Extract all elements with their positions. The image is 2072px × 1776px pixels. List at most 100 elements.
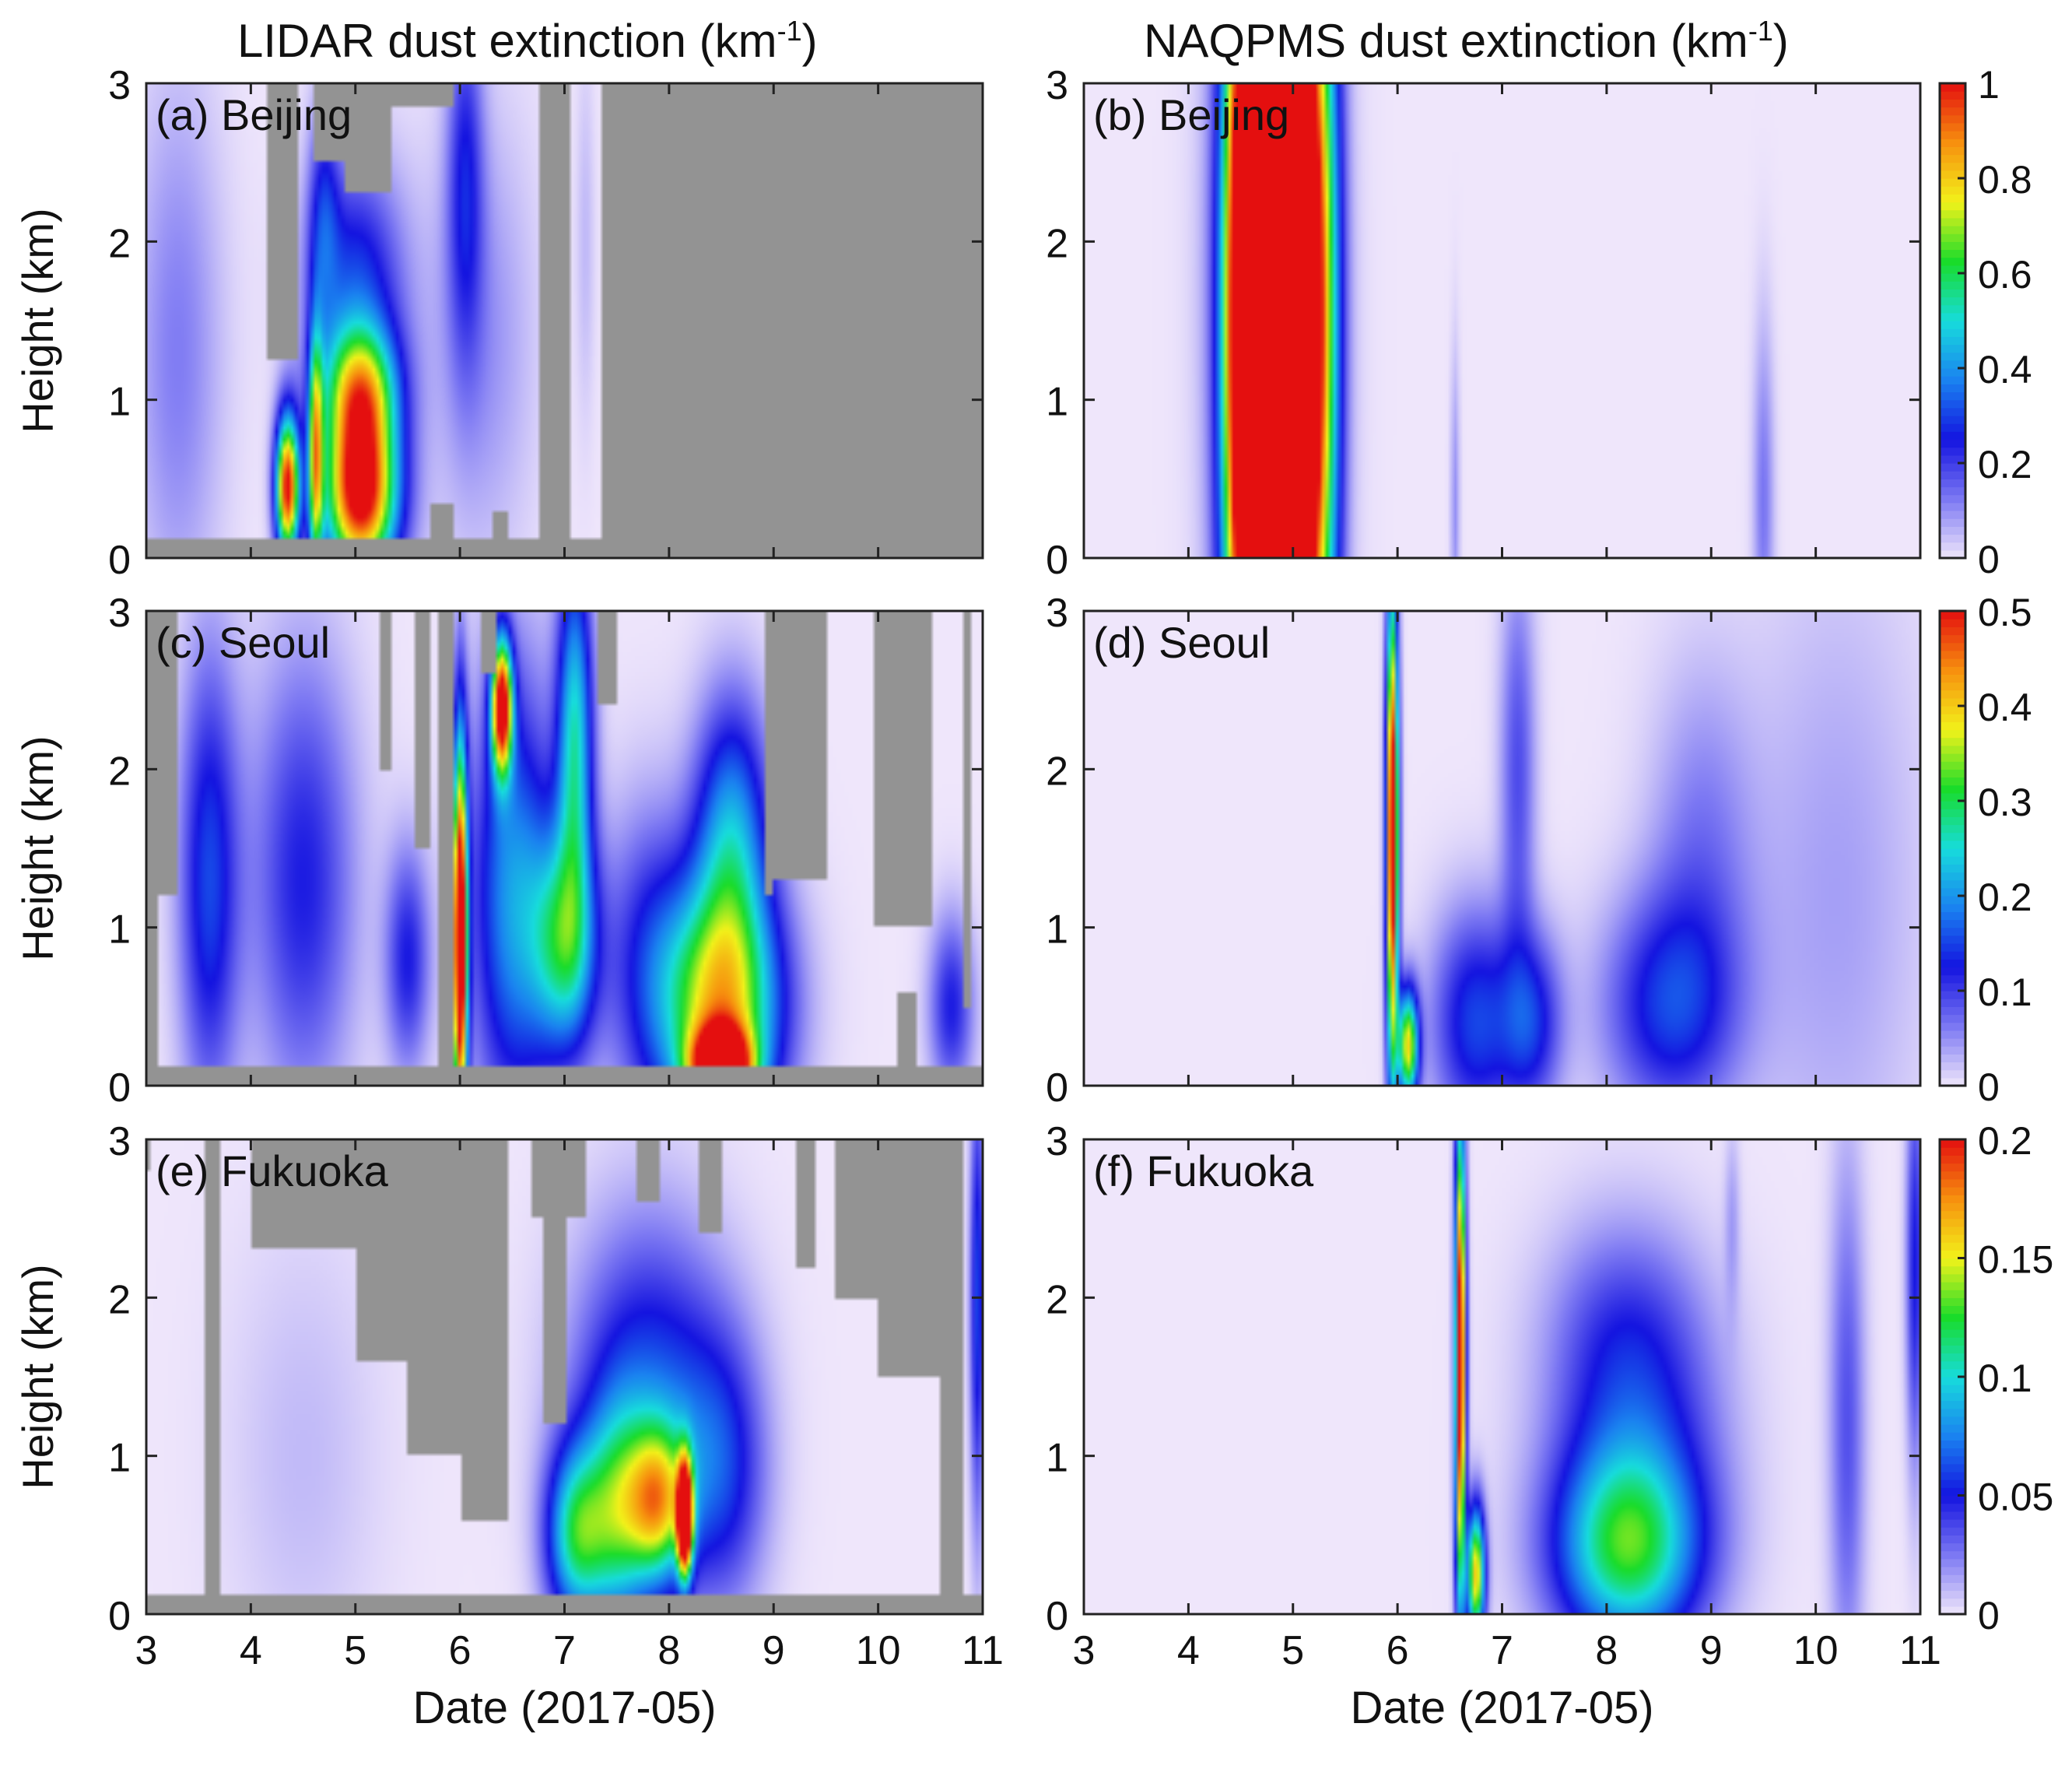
colorbar-segment-b — [1940, 217, 1965, 226]
colorbar-segment-d — [1940, 824, 1965, 834]
colorbar-segment-f — [1940, 1590, 1965, 1599]
colorbar-tick-label-d-4: 0.4 — [1978, 686, 2032, 729]
colorbar-tick-label-b-5: 1 — [1978, 63, 2000, 107]
colorbar-segment-d — [1940, 864, 1965, 873]
colorbar-segment-f — [1940, 1440, 1965, 1449]
colorbar-segment-f — [1940, 1463, 1965, 1472]
colorbar-segment-b — [1940, 336, 1965, 346]
colorbar-segment-f — [1940, 1195, 1965, 1203]
colorbar-tick-label-d-2: 0.2 — [1978, 876, 2032, 919]
colorbar-segment-d — [1940, 737, 1965, 746]
colorbar-segment-b — [1940, 241, 1965, 251]
colorbar-segment-f — [1940, 1345, 1965, 1354]
colorbar-segment-b — [1940, 146, 1965, 156]
colorbar-segment-d — [1940, 1006, 1965, 1016]
y-tick-label-b-0: 0 — [1046, 538, 1068, 583]
colorbar-segment-d — [1940, 1030, 1965, 1039]
y-axis-label-e: Height (km) — [13, 1264, 62, 1489]
colorbar-segment-b — [1940, 502, 1965, 511]
colorbar-segment-f — [1940, 1321, 1965, 1330]
colorbar-segment-b — [1940, 455, 1965, 464]
x-tick-label-e-7: 7 — [553, 1628, 576, 1673]
x-tick-label-f-9: 9 — [1700, 1628, 1723, 1673]
colorbar-segment-d — [1940, 816, 1965, 826]
colorbar-segment-f — [1940, 1479, 1965, 1488]
colorbar-segment-d — [1940, 674, 1965, 683]
colorbar-segment-f — [1940, 1297, 1965, 1307]
colorbar-segment-b — [1940, 289, 1965, 298]
colorbar-tick-label-f-3: 0.15 — [1978, 1238, 2053, 1282]
colorbar-segment-b — [1940, 549, 1965, 559]
colorbar-segment-b — [1940, 321, 1965, 329]
colorbar-segment-d — [1940, 1062, 1965, 1071]
x-tick-label-f-11: 11 — [1899, 1628, 1941, 1673]
lidar-column-title: LIDAR dust extinction (km-1) — [237, 14, 818, 68]
colorbar-segment-b — [1940, 376, 1965, 384]
colorbar-segment-f — [1940, 1574, 1965, 1583]
colorbar-segment-f — [1940, 1210, 1965, 1220]
colorbar-segment-d — [1940, 666, 1965, 675]
colorbar-segment-b — [1940, 122, 1965, 132]
colorbar-segment-f — [1940, 1202, 1965, 1212]
colorbar-segment-f — [1940, 1519, 1965, 1528]
colorbar-segment-f — [1940, 1527, 1965, 1536]
colorbar-segment-f — [1940, 1178, 1965, 1188]
colorbar-segment-b — [1940, 431, 1965, 440]
colorbar-tick-label-d-0: 0 — [1978, 1065, 2000, 1109]
x-tick-label-e-11: 11 — [962, 1628, 1004, 1673]
colorbar-segment-b — [1940, 131, 1965, 139]
heatmap-b — [1084, 83, 1920, 558]
colorbar-segment-d — [1940, 619, 1965, 627]
colorbar-segment-b — [1940, 384, 1965, 393]
colorbar-segment-f — [1940, 1242, 1965, 1251]
colorbar-segment-f — [1940, 1392, 1965, 1402]
colorbar-segment-b — [1940, 518, 1965, 527]
panel-c: (c) Seoul 0 1 2 3 Height (km) — [13, 591, 984, 1111]
colorbar-tick-label-f-4: 0.2 — [1978, 1119, 2032, 1163]
colorbar-segment-b — [1940, 304, 1965, 314]
colorbar-segment-b — [1940, 257, 1965, 266]
colorbar-segment-d — [1940, 650, 1965, 659]
y-tick-label-f-3: 3 — [1046, 1119, 1068, 1164]
colorbar-segment-d — [1940, 697, 1965, 707]
colorbar-segment-f — [1940, 1511, 1965, 1520]
naqpms-column-title-text: NAQPMS dust extinction (km — [1144, 15, 1748, 67]
colorbar-segment-d — [1940, 706, 1965, 714]
colorbar-segment-d — [1940, 967, 1965, 976]
colorbar-segment-d — [1940, 848, 1965, 857]
colorbar-segment-d — [1940, 1054, 1965, 1063]
colorbar-segment-b — [1940, 107, 1965, 116]
y-tick-label-a-3: 3 — [108, 63, 131, 108]
colorbar-segment-d — [1940, 1077, 1965, 1086]
colorbar-segment-f — [1940, 1187, 1965, 1195]
colorbar-segment-f — [1940, 1550, 1965, 1560]
y-tick-label-b-3: 3 — [1046, 63, 1068, 108]
colorbar-segment-d — [1940, 904, 1965, 912]
lidar-column-title-close: ) — [801, 15, 818, 67]
colorbar-segment-b — [1940, 178, 1965, 187]
colorbar-segment-d — [1940, 840, 1965, 849]
heatmap-a — [146, 83, 983, 558]
colorbar-frame-d — [1938, 609, 1967, 1087]
colorbar-segment-d — [1940, 872, 1965, 881]
colorbar-segment-f — [1940, 1290, 1965, 1298]
x-tick-label-e-8: 8 — [657, 1628, 680, 1673]
colorbar-segment-b — [1940, 209, 1965, 219]
x-tick-label-e-4: 4 — [240, 1628, 262, 1673]
colorbar-segment-b — [1940, 534, 1965, 543]
y-tick-label-f-2: 2 — [1046, 1277, 1068, 1322]
y-tick-label-b-1: 1 — [1046, 380, 1068, 425]
colorbar-segment-d — [1940, 999, 1965, 1007]
colorbar-segment-b — [1940, 471, 1965, 479]
colorbar-segment-b — [1940, 542, 1965, 551]
x-tick-label-f-7: 7 — [1491, 1628, 1513, 1673]
panel-label-a: (a) Beijing — [156, 90, 352, 139]
y-axis-label-c: Height (km) — [13, 735, 62, 960]
colorbar-segment-f — [1940, 1171, 1965, 1180]
colorbar-segment-f — [1940, 1567, 1965, 1575]
colorbar-segment-b — [1940, 486, 1965, 496]
colorbar-segment-b — [1940, 328, 1965, 337]
colorbar-segment-b — [1940, 139, 1965, 147]
colorbar-segment-d — [1940, 792, 1965, 802]
colorbar-segment-d — [1940, 714, 1965, 722]
